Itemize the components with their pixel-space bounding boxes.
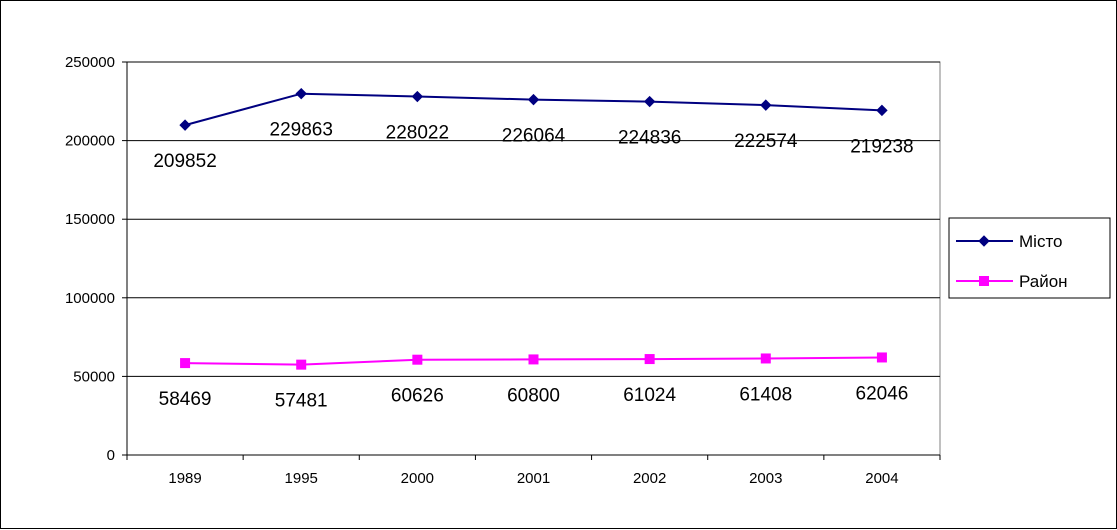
data-label: 226064 — [502, 126, 566, 147]
data-label: 209852 — [153, 151, 216, 172]
data-label: 62046 — [856, 383, 909, 404]
data-label: 60626 — [391, 386, 444, 407]
data-label: 229863 — [270, 120, 333, 141]
x-tick-label: 2002 — [633, 470, 666, 487]
data-label: 57481 — [275, 391, 328, 412]
data-label: 58469 — [159, 389, 212, 410]
legend-marker-1 — [979, 276, 989, 286]
x-tick-label: 1989 — [168, 470, 201, 487]
data-point — [180, 358, 191, 369]
y-tick-label: 100000 — [65, 290, 115, 307]
data-point — [179, 119, 191, 131]
series-markers — [179, 87, 888, 370]
data-point — [527, 93, 540, 106]
data-label: 228022 — [386, 123, 449, 144]
data-point — [643, 95, 656, 108]
legend-label-1: Район — [1019, 272, 1068, 291]
data-point — [296, 359, 307, 370]
y-tick-label: 0 — [107, 447, 115, 464]
data-label: 222574 — [734, 131, 798, 152]
y-tick-label: 50000 — [73, 368, 115, 385]
y-axis-ticks: 0 50000 100000 150000 200000 250000 — [65, 54, 127, 464]
x-tick-label: 2001 — [517, 470, 550, 487]
data-point — [295, 87, 307, 100]
x-tick-label: 2004 — [865, 470, 898, 487]
legend-marker-0 — [978, 235, 990, 247]
gridlines — [127, 61, 940, 377]
x-tick-label: 1995 — [285, 470, 318, 487]
plot-area — [126, 61, 941, 456]
data-label: 224836 — [618, 128, 681, 149]
x-tick-label: 2000 — [401, 470, 434, 487]
data-label: 61024 — [623, 385, 676, 406]
data-point — [412, 354, 423, 365]
data-point — [644, 354, 655, 365]
axes — [126, 62, 940, 456]
data-point — [876, 352, 887, 363]
y-tick-label: 150000 — [65, 211, 115, 228]
data-label: 60800 — [507, 385, 560, 406]
y-tick-label: 250000 — [65, 54, 115, 71]
x-axis-ticks: 1989 1995 2000 2001 2002 2003 2004 — [126, 455, 941, 487]
legend: Місто Район — [948, 217, 1111, 299]
data-point — [411, 90, 424, 103]
data-point — [760, 353, 771, 364]
data-label: 61408 — [739, 384, 792, 405]
data-labels: 209852 229863 228022 226064 224836 222574 2192… — [153, 120, 913, 412]
x-tick-label: 2003 — [749, 470, 782, 487]
data-point — [760, 99, 772, 111]
legend-box — [948, 217, 1111, 299]
y-tick-label: 200000 — [65, 133, 115, 150]
data-point — [876, 104, 888, 117]
data-label: 219238 — [850, 136, 913, 157]
legend-label-0: Місто — [1019, 232, 1063, 251]
data-point — [528, 354, 539, 365]
